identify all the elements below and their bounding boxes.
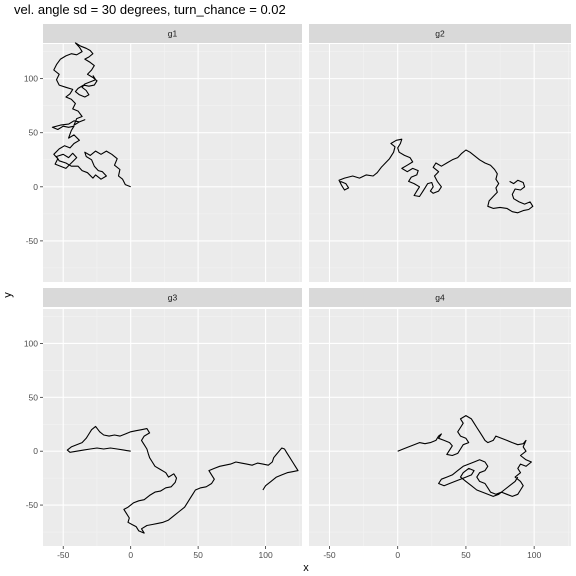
strip-g4 (309, 288, 571, 307)
x-tick-label: 50 (461, 550, 471, 560)
chart-title: vel. angle sd = 30 degrees, turn_chance … (14, 2, 286, 17)
strip-g3 (43, 288, 302, 307)
strip-label-g4: g4 (435, 293, 445, 303)
panel-background-g4 (309, 309, 571, 546)
x-tick-label: 100 (258, 550, 272, 560)
series-line-g1 (51, 42, 131, 188)
panel-background-g2 (309, 44, 571, 282)
y-axis-title: y (2, 292, 14, 298)
panel-background-g3 (43, 309, 302, 546)
strip-label-g2: g2 (435, 29, 445, 39)
x-tick-label: 50 (193, 550, 203, 560)
y-tick-label: -50 (26, 500, 39, 510)
strip-g1 (43, 24, 302, 43)
facet-g4: g4 (309, 288, 571, 546)
y-tick-label: 0 (33, 182, 38, 192)
y-tick-label: 0 (33, 446, 38, 456)
panel-background-g1 (43, 44, 302, 282)
strip-label-g1: g1 (168, 29, 178, 39)
axes: -50 0 50 100 -50 0 50 100 -50 0 50 100 -50 0 50 100 (24, 74, 542, 560)
y-tick-label: 100 (24, 74, 38, 84)
facet-panels: g1 g2 g3 g4 (43, 24, 571, 546)
facet-g2: g2 (309, 24, 571, 282)
x-tick-label: 0 (128, 550, 133, 560)
y-tick-label: 50 (29, 392, 39, 402)
strip-label-g3: g3 (168, 293, 178, 303)
x-tick-label: -50 (57, 550, 70, 560)
x-tick-label: 100 (527, 550, 541, 560)
strip-g2 (309, 24, 571, 43)
y-tick-label: -50 (26, 236, 39, 246)
y-tick-label: 50 (29, 128, 39, 138)
facet-g3: g3 (43, 288, 302, 546)
series-line-g4 (397, 415, 532, 497)
x-axis-title: x (303, 562, 309, 574)
series-line-g3 (66, 425, 299, 534)
x-tick-label: 0 (395, 550, 400, 560)
x-tick-label: -50 (323, 550, 336, 560)
facet-g1: g1 (43, 24, 302, 282)
series-line-g2 (338, 138, 534, 214)
y-tick-label: 100 (24, 338, 38, 348)
